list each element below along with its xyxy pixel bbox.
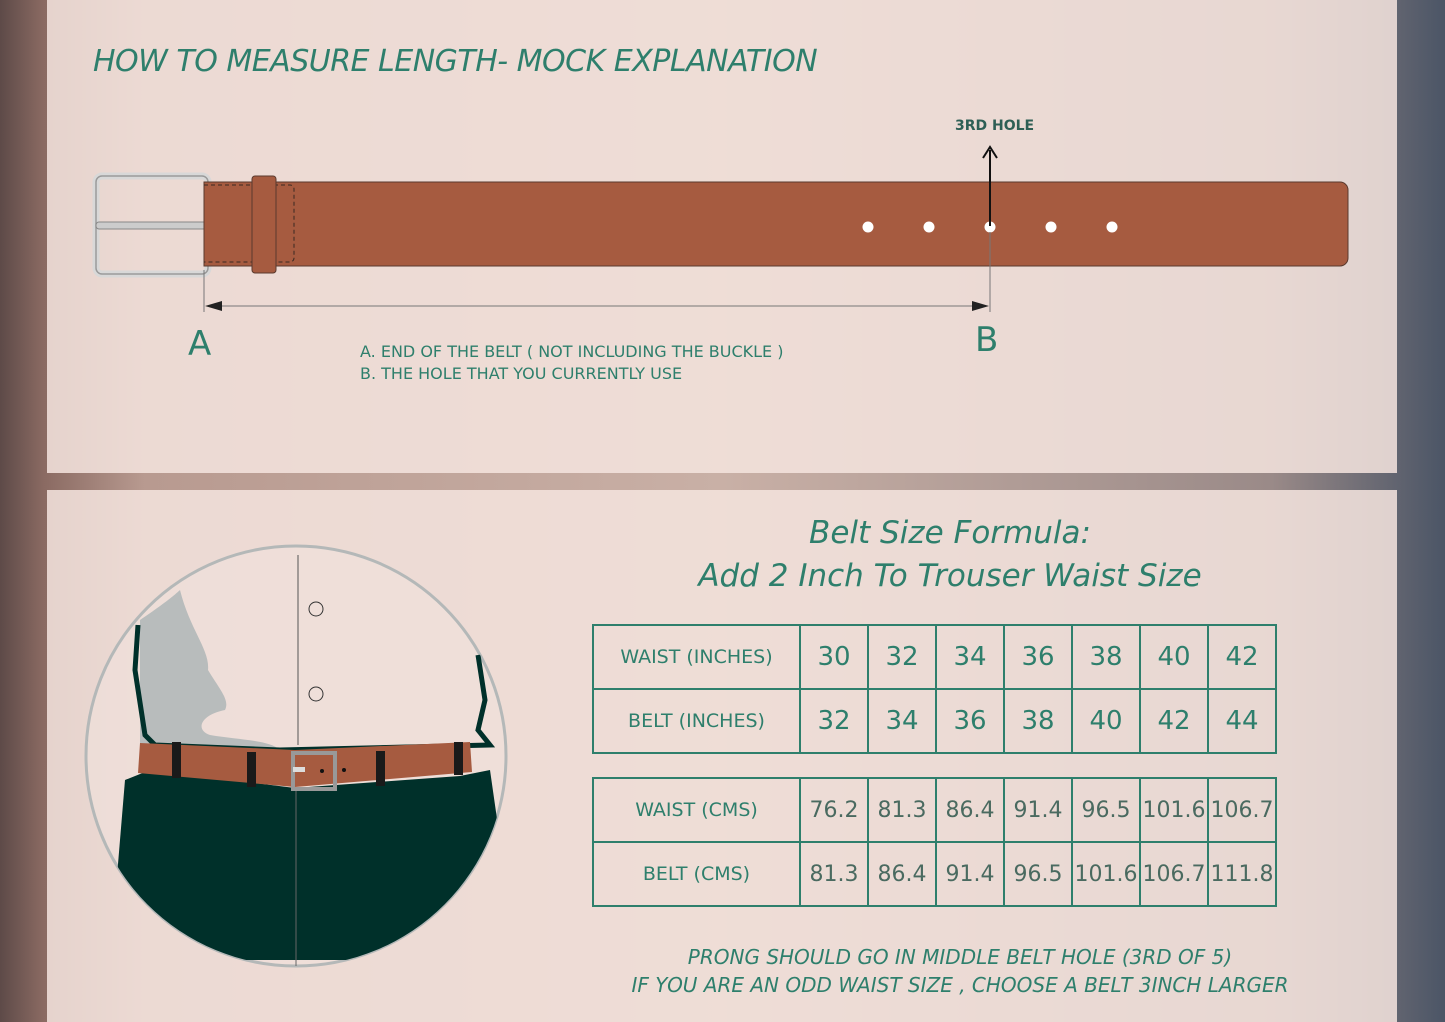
third-hole-label: 3RD HOLE — [955, 118, 1035, 134]
formula-rule: Add 2 Inch To Trouser Waist Size — [698, 558, 1202, 594]
size-cell: 44 — [1207, 688, 1277, 754]
size-cell: 36 — [1003, 624, 1073, 690]
size-cell: 81.3 — [799, 841, 869, 907]
belt-hole — [923, 221, 935, 233]
size-cell: 42 — [1207, 624, 1277, 690]
size-cell: 86.4 — [867, 841, 937, 907]
size-cell: 96.5 — [1071, 777, 1141, 843]
size-cell: 101.6 — [1071, 841, 1141, 907]
size-cell: 34 — [867, 688, 937, 754]
row-label: WAIST (CMS) — [592, 777, 801, 843]
odd-size-note: IF YOU ARE AN ODD WAIST SIZE , CHOOSE A … — [631, 973, 1289, 997]
row-label: BELT (CMS) — [592, 841, 801, 907]
measure-notes: A. END OF THE BELT ( NOT INCLUDING THE B… — [360, 341, 784, 385]
size-cell: 91.4 — [935, 841, 1005, 907]
size-cell: 96.5 — [1003, 841, 1073, 907]
note-b: B. THE HOLE THAT YOU CURRENTLY USE — [360, 364, 683, 383]
size-cell: 106.7 — [1139, 841, 1209, 907]
size-cell: 101.6 — [1139, 777, 1209, 843]
belt-holes — [862, 221, 1118, 233]
table-row: WAIST (CMS) 76.2 81.3 86.4 91.4 96.5 101.6 106.… — [592, 777, 1277, 843]
table-row: WAIST (INCHES) 30 32 34 36 38 40 42 — [592, 624, 1277, 690]
size-cell: 91.4 — [1003, 777, 1073, 843]
buckle-icon — [92, 172, 213, 278]
size-cell: 34 — [935, 624, 1005, 690]
note-a: A. END OF THE BELT ( NOT INCLUDING THE B… — [360, 342, 784, 361]
size-cell: 38 — [1003, 688, 1073, 754]
belt-strap — [203, 181, 1349, 267]
selected-belt-hole — [984, 221, 996, 233]
cms-size-table: WAIST (CMS) 76.2 81.3 86.4 91.4 96.5 101.6 106.… — [592, 777, 1277, 907]
belt-hole — [862, 221, 874, 233]
worn-belt — [138, 742, 472, 787]
size-cell: 32 — [867, 624, 937, 690]
prong-note: PRONG SHOULD GO IN MIDDLE BELT HOLE (3RD… — [687, 945, 1233, 969]
size-cell: 32 — [799, 688, 869, 754]
size-cell: 38 — [1071, 624, 1141, 690]
point-b-label: B — [975, 320, 999, 360]
table-row: BELT (INCHES) 32 34 36 38 40 42 44 — [592, 688, 1277, 754]
footer-note: PRONG SHOULD GO IN MIDDLE BELT HOLE (3RD… — [600, 943, 1320, 999]
size-cell: 76.2 — [799, 777, 869, 843]
size-cell: 30 — [799, 624, 869, 690]
inches-size-table: WAIST (INCHES) 30 32 34 36 38 40 42 BELT (INCHES… — [592, 624, 1277, 754]
point-a-label: A — [188, 324, 212, 364]
size-cell: 86.4 — [935, 777, 1005, 843]
size-cell: 81.3 — [867, 777, 937, 843]
arrow-up-icon — [982, 145, 998, 159]
waist-illustration — [84, 544, 508, 968]
size-cell: 111.8 — [1207, 841, 1277, 907]
formula-title: Belt Size Formula: — [809, 515, 1091, 551]
size-cell: 42 — [1139, 688, 1209, 754]
size-cell: 106.7 — [1207, 777, 1277, 843]
size-cell: 36 — [935, 688, 1005, 754]
row-label: BELT (INCHES) — [592, 688, 801, 754]
belt-diagram — [92, 145, 1349, 312]
size-cell: 40 — [1139, 624, 1209, 690]
size-cell: 40 — [1071, 688, 1141, 754]
page-title: HOW TO MEASURE LENGTH- MOCK EXPLANATION — [93, 44, 818, 79]
table-row: BELT (CMS) 81.3 86.4 91.4 96.5 101.6 106.7 111.… — [592, 841, 1277, 907]
belt-hole — [1106, 221, 1118, 233]
belt-loop — [251, 175, 277, 274]
row-label: WAIST (INCHES) — [592, 624, 801, 690]
belt-hole — [1045, 221, 1057, 233]
